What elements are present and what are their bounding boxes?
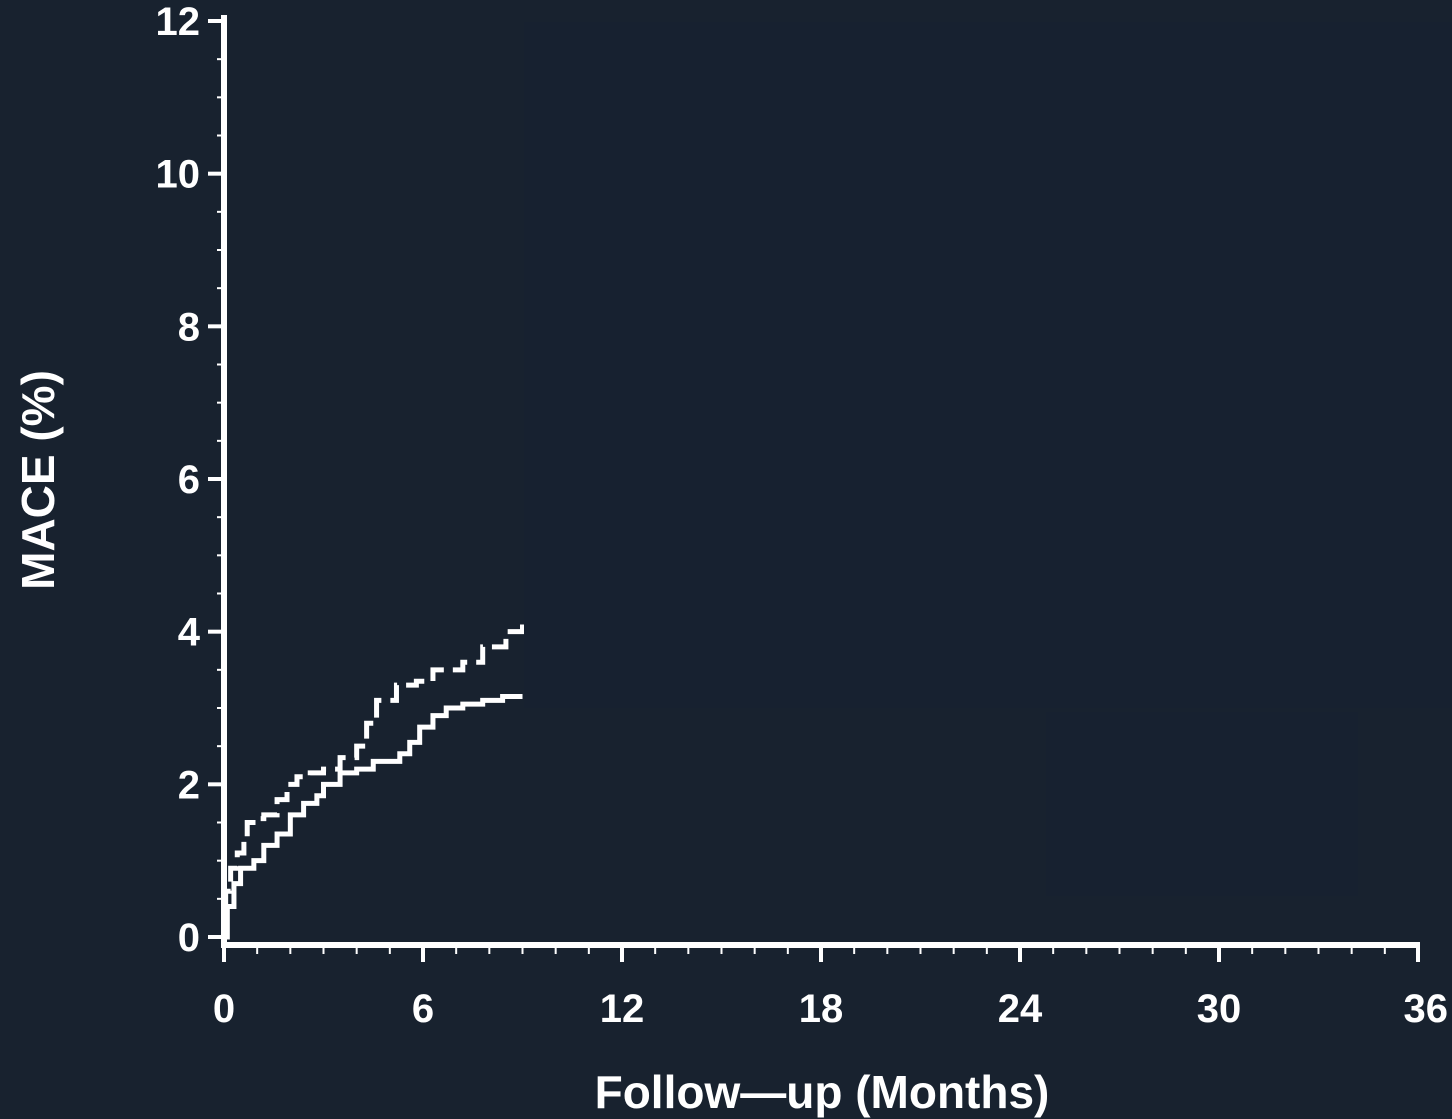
x-tick-label: 18 <box>799 987 844 1031</box>
masked-region-lower <box>1046 712 1358 896</box>
x-tick-label: 30 <box>1197 987 1242 1031</box>
x-tick-label: 24 <box>998 987 1043 1031</box>
y-tick-label: 6 <box>178 458 200 502</box>
x-tick-label: 6 <box>412 987 434 1031</box>
y-tick-label: 4 <box>178 611 201 655</box>
x-tick-label: 36 <box>1404 987 1449 1031</box>
x-tick-label: 0 <box>213 987 235 1031</box>
masked-region-upper <box>524 22 1452 708</box>
y-tick-label: 2 <box>178 763 200 807</box>
y-tick-label: 12 <box>156 0 201 44</box>
x-axis-title: Follow—up (Months) <box>595 1066 1050 1118</box>
y-tick-label: 8 <box>178 305 200 349</box>
x-tick-label: 12 <box>600 987 645 1031</box>
y-axis-title: MACE (%) <box>12 370 64 590</box>
y-tick-label: 10 <box>156 153 201 197</box>
masked-regions <box>524 22 1452 896</box>
y-tick-label: 0 <box>178 916 200 960</box>
series-dashed-line <box>223 624 525 940</box>
series-layer <box>223 624 525 940</box>
series-solid-line <box>224 694 523 940</box>
